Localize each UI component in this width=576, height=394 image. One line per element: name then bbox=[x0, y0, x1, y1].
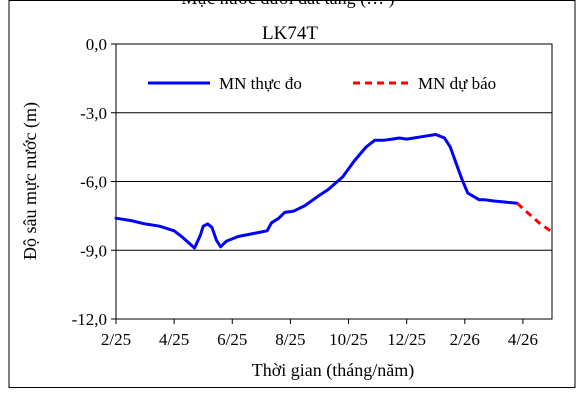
legend-label-forecast: MN dự báo bbox=[418, 74, 496, 93]
y-tick-label: -3,0 bbox=[80, 104, 107, 123]
legend-label-observed: MN thực đo bbox=[219, 74, 302, 93]
y-axis-ticks: 0,0 -3,0 -6,0 -9,0 -12,0 bbox=[72, 35, 116, 329]
x-tick-label: 4/25 bbox=[159, 330, 189, 349]
x-tick-label: 2/25 bbox=[101, 330, 131, 349]
top-caption: Mực nước dưới đất tầng (… ) bbox=[181, 0, 394, 9]
series-observed-line bbox=[114, 133, 519, 250]
x-tick-label: 2/26 bbox=[450, 330, 480, 349]
x-tick-label: 10/25 bbox=[329, 330, 368, 349]
legend: MN thực đo MN dự báo bbox=[148, 74, 496, 93]
y-tick-label: 0,0 bbox=[86, 35, 107, 54]
y-axis-label: Độ sâu mực nước (m) bbox=[20, 102, 41, 260]
y-tick-label: -9,0 bbox=[80, 241, 107, 260]
y-tick-label: -12,0 bbox=[72, 310, 107, 329]
x-tick-label: 6/25 bbox=[217, 330, 247, 349]
chart-title: LK74T bbox=[262, 23, 318, 44]
grid-lines bbox=[116, 112, 552, 251]
x-axis-ticks: 2/25 4/25 6/25 8/25 10/25 12/25 2/26 4/26 bbox=[101, 319, 538, 349]
x-tick-label: 4/26 bbox=[508, 330, 538, 349]
x-tick-label: 8/25 bbox=[275, 330, 305, 349]
outer-frame bbox=[8, 0, 576, 388]
x-axis-label: Thời gian (tháng/năm) bbox=[252, 360, 414, 381]
series-layer bbox=[114, 133, 553, 250]
series-forecast-line bbox=[516, 202, 553, 234]
x-tick-label: 12/25 bbox=[387, 330, 426, 349]
y-tick-label: -6,0 bbox=[80, 173, 107, 192]
